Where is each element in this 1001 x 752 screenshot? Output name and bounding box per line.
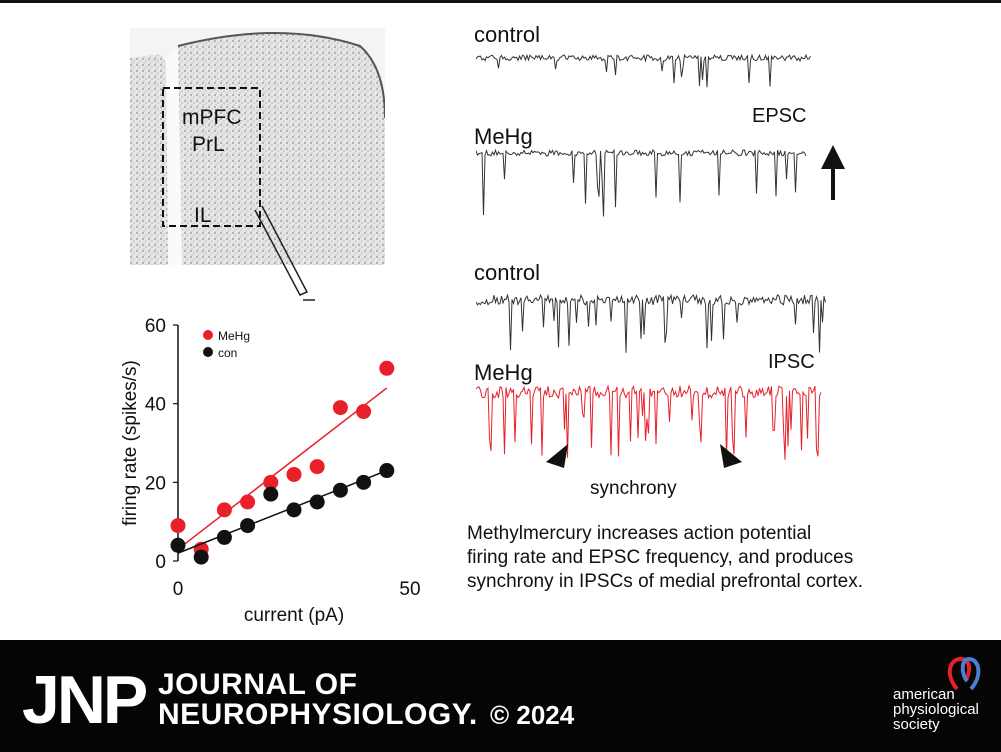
brain-slice-drawing xyxy=(130,28,385,265)
data-point-MeHg xyxy=(170,518,186,534)
synchrony-arrow-right-icon xyxy=(720,444,742,468)
society-line: american xyxy=(893,686,955,703)
jnp-logo: JNP xyxy=(22,662,148,738)
x-axis-label: current (pA) xyxy=(244,605,344,626)
epsc-control-trace xyxy=(476,53,811,88)
fit-line-MeHg xyxy=(177,387,388,550)
legend-label-con: con xyxy=(218,346,237,360)
aps-logo-icon xyxy=(947,656,981,691)
data-point-MeHg xyxy=(240,494,256,510)
top-border xyxy=(0,0,1001,3)
y-axis-label: firing rate (spikes/s) xyxy=(120,360,141,526)
data-point-MeHg xyxy=(309,459,325,475)
data-point-con xyxy=(193,549,209,565)
journal-title-line1: JOURNAL OF xyxy=(158,668,358,701)
summary-line: synchrony in IPSCs of medial prefrontal … xyxy=(467,571,864,592)
legend-marker-con xyxy=(203,347,213,357)
summary-line: firing rate and EPSC frequency, and prod… xyxy=(467,547,854,568)
copyright: © 2024 xyxy=(490,700,575,730)
ipsc-mehg-trace xyxy=(476,384,822,461)
y-tick-label: 60 xyxy=(145,316,166,337)
x-tick-label: 0 xyxy=(173,579,184,600)
x-tick-label: 50 xyxy=(399,579,420,600)
il-label: IL xyxy=(194,204,212,227)
ipsc-mehg-label: MeHg xyxy=(474,360,533,385)
y-tick-label: 0 xyxy=(155,552,166,573)
epsc-mehg-label: MeHg xyxy=(474,124,533,149)
ipsc-label: IPSC xyxy=(768,351,815,373)
data-point-con xyxy=(286,502,302,518)
data-point-con xyxy=(309,494,325,510)
data-point-con xyxy=(216,529,232,545)
journal-title: JOURNAL OF NEUROPHYSIOLOGY. xyxy=(158,670,478,730)
data-point-con xyxy=(332,482,348,498)
synchrony-label: synchrony xyxy=(590,478,677,499)
ipsc-control-label: control xyxy=(474,260,541,285)
epsc-mehg-trace xyxy=(476,148,807,217)
firing-rate-chart: 0 20 40 60 0 50 current (pA) firing rate (spike… xyxy=(120,316,421,626)
data-point-MeHg xyxy=(216,502,232,518)
society-line: physiological xyxy=(893,701,979,718)
journal-footer: JNP JOURNAL OF NEUROPHYSIOLOGY. © 2024 xyxy=(0,640,1001,752)
data-point-MeHg xyxy=(379,360,395,376)
data-point-MeHg xyxy=(286,466,302,482)
fit-line-con xyxy=(177,469,388,554)
journal-title-line2: NEUROPHYSIOLOGY. xyxy=(158,698,478,731)
data-point-MeHg xyxy=(332,400,348,416)
society-line: society xyxy=(893,716,940,733)
legend-label-MeHg: MeHg xyxy=(218,329,250,343)
data-point-con xyxy=(240,518,256,534)
ipsc-control-trace xyxy=(476,293,826,353)
society-name: american physiological society xyxy=(893,687,979,732)
data-point-con xyxy=(263,486,279,502)
y-tick-label: 40 xyxy=(145,395,166,416)
data-point-MeHg xyxy=(356,404,372,420)
data-point-con xyxy=(170,537,186,553)
brain-slice-image: mPFC PrL IL xyxy=(130,28,385,265)
legend-marker-MeHg xyxy=(203,330,213,340)
epsc-control-label: control xyxy=(474,22,541,47)
epsc-label: EPSC xyxy=(752,105,807,127)
mpfc-label: mPFC xyxy=(182,106,242,129)
up-arrow-icon xyxy=(821,145,845,200)
synchrony-arrow-left-icon xyxy=(546,444,568,468)
data-point-con xyxy=(379,463,395,479)
data-point-MeHg xyxy=(263,474,279,490)
summary-line: Methylmercury increases action potential xyxy=(467,523,812,544)
data-point-con xyxy=(356,474,372,490)
prl-label: PrL xyxy=(192,133,225,156)
y-tick-label: 20 xyxy=(145,473,166,494)
summary-text: Methylmercury increases action potential… xyxy=(467,522,937,594)
pipette-drawing xyxy=(254,205,315,301)
